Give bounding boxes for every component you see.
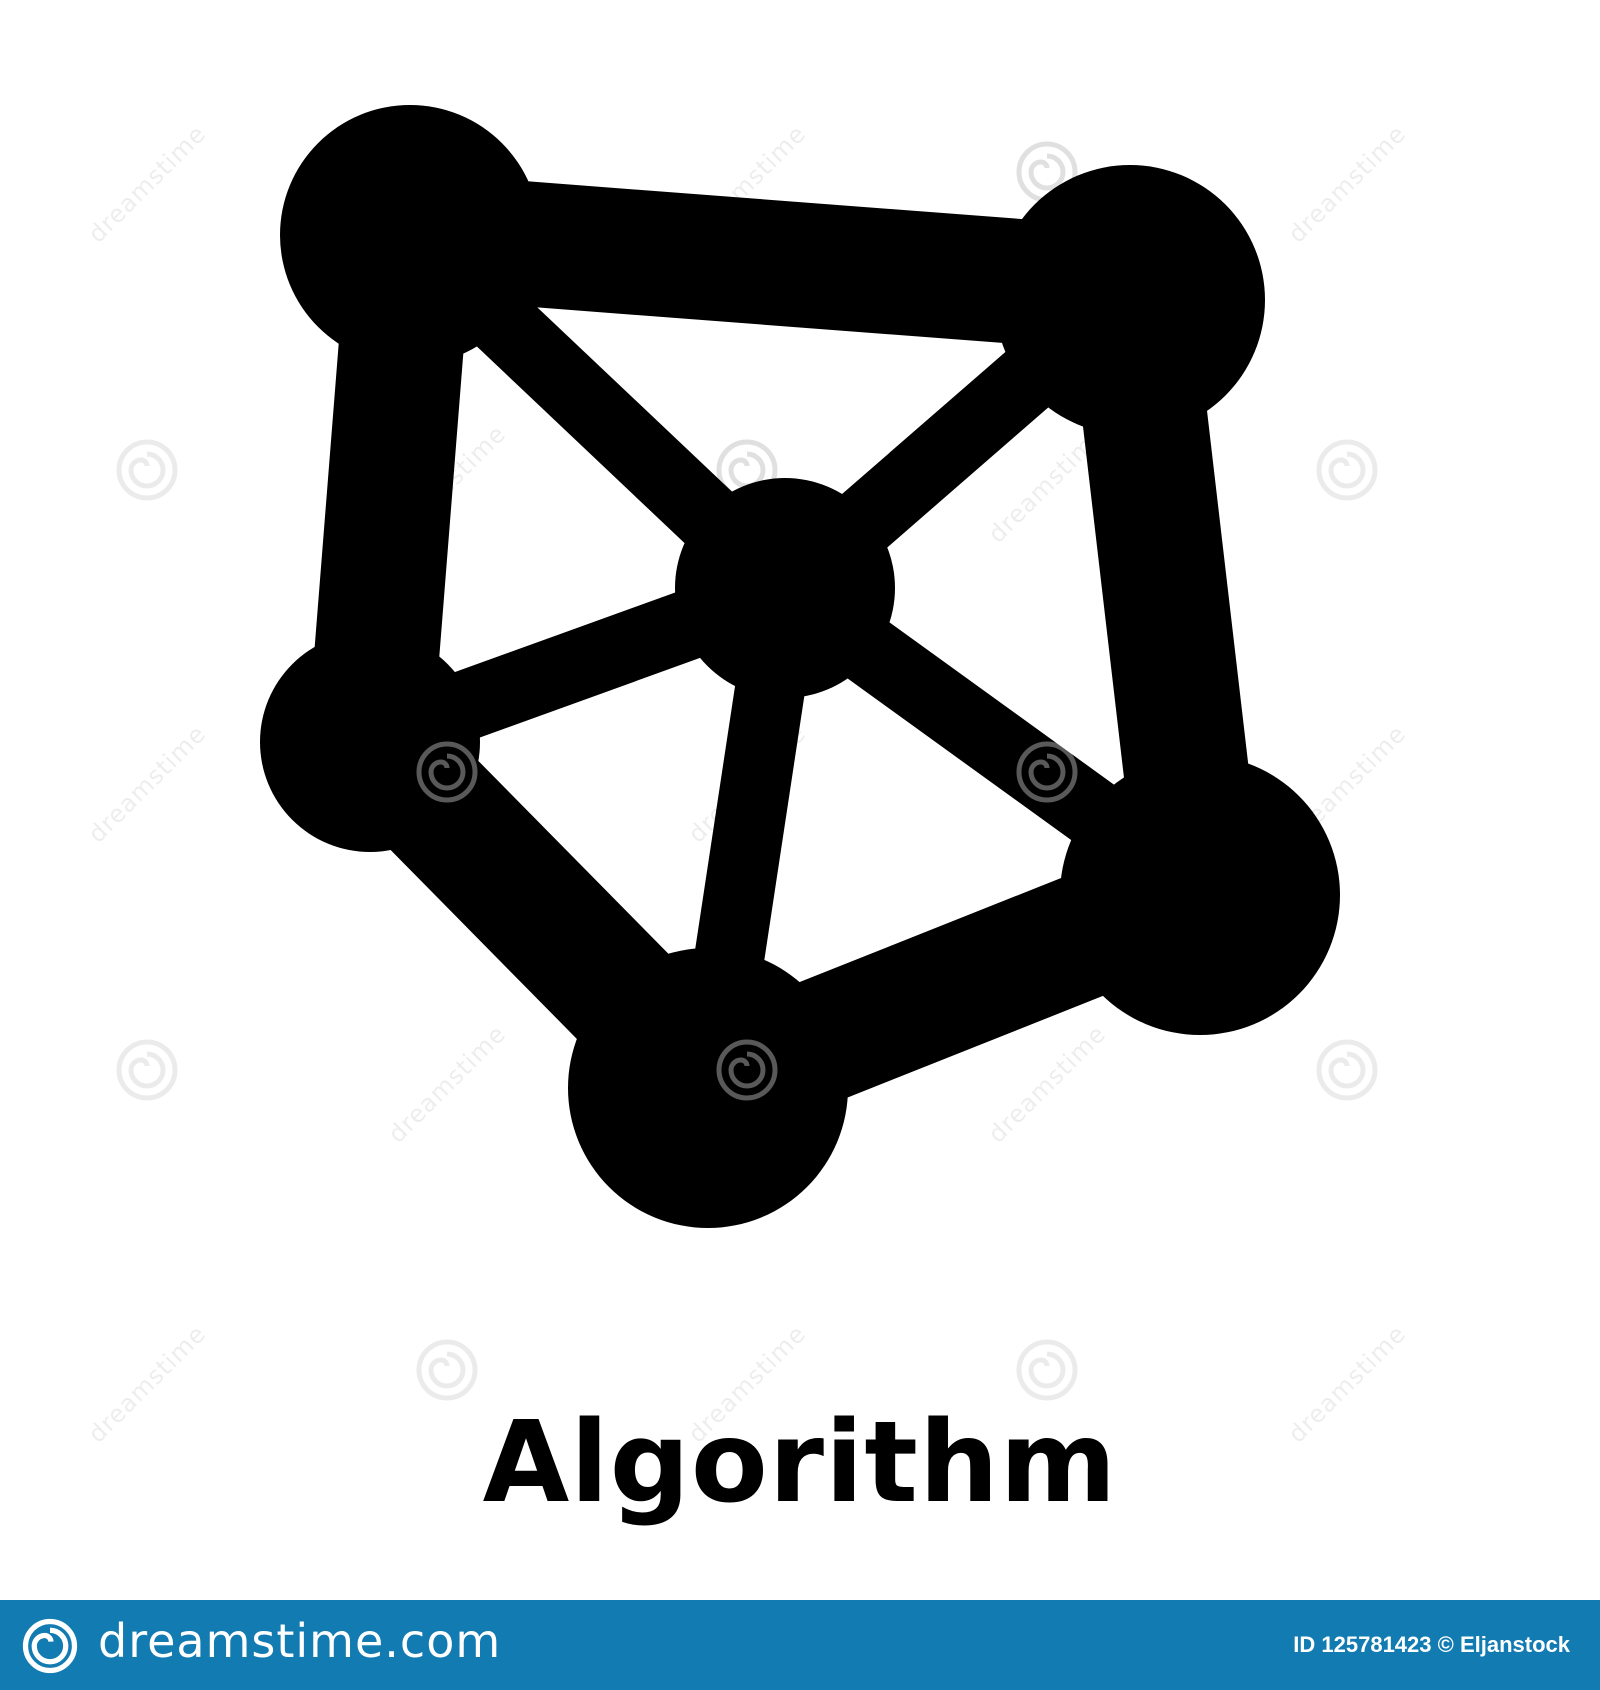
- node: [280, 105, 540, 365]
- node: [260, 632, 480, 852]
- swirl-logo-icon[interactable]: [22, 1618, 78, 1674]
- footer-bar: dreamstime.com ID 125781423 © Eljanstock: [0, 1600, 1600, 1690]
- node: [995, 165, 1265, 435]
- icon-caption: Algorithm: [482, 1398, 1118, 1528]
- graph-nodes: [260, 105, 1340, 1228]
- image-canvas: dreamstime dreamstime dreamstime dreamst…: [83, 105, 1411, 1528]
- node: [568, 948, 848, 1228]
- site-link[interactable]: dreamstime.com: [98, 1614, 502, 1668]
- network-graph-icon: [260, 105, 1340, 1228]
- node: [1060, 755, 1340, 1035]
- image-credit: ID 125781423 © Eljanstock: [1293, 1632, 1570, 1657]
- node: [675, 478, 895, 698]
